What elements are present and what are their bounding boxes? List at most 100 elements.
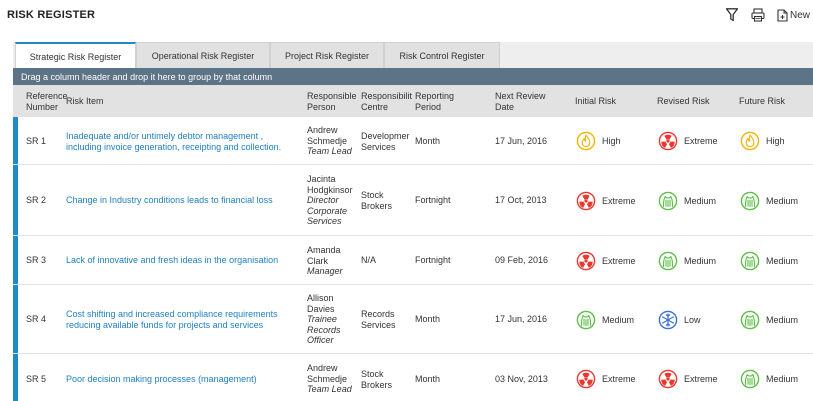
revised-risk: Extreme <box>658 369 718 389</box>
initial-risk-label: Extreme <box>602 256 636 266</box>
revised-risk-label: Low <box>684 315 701 325</box>
centre-line: Services <box>361 141 396 152</box>
risk-level-high-icon <box>740 131 760 151</box>
risk-level-medium-icon <box>576 310 596 330</box>
table-row[interactable]: SR 2 Change in Industry conditions leads … <box>13 165 813 236</box>
header-text: Number <box>26 102 59 112</box>
column-header-responsibility-centre[interactable]: Responsibility Centre <box>361 91 412 113</box>
revised-risk-label: Medium <box>684 196 717 206</box>
person-name-line: Hodgkinsor <box>307 184 353 195</box>
future-risk: Medium <box>740 310 798 330</box>
risk-level-medium-icon <box>740 251 760 271</box>
risk-item-link[interactable]: Lack of innovative and fresh ideas in th… <box>66 255 301 266</box>
risk-level-medium-icon <box>658 251 678 271</box>
column-header-reporting-period[interactable]: Reporting Period <box>415 91 454 113</box>
risk-level-medium-icon <box>740 310 760 330</box>
row-indicator <box>13 117 18 164</box>
revised-risk-label: Extreme <box>684 374 718 384</box>
reference-number: SR 5 <box>26 374 47 384</box>
header-text: Reference <box>26 91 68 101</box>
table-row[interactable]: SR 5 Poor decision making processes (mana… <box>13 354 813 401</box>
responsible-person: Amanda Clark Manager <box>307 245 359 277</box>
centre-line: Records <box>361 309 395 319</box>
new-button-label: New <box>789 9 810 21</box>
future-risk-label: Medium <box>766 256 799 266</box>
column-header-revised-risk[interactable]: Revised Risk <box>657 96 710 106</box>
print-icon[interactable] <box>751 8 765 22</box>
tab-strategic-risk-register[interactable]: Strategic Risk Register <box>15 42 136 69</box>
tab-risk-control-register[interactable]: Risk Control Register <box>384 42 500 68</box>
header-text: Date <box>495 102 515 112</box>
risk-item-link[interactable]: Inadequate and/or untimely debtor manage… <box>66 131 301 152</box>
risk-level-extreme-icon <box>658 369 678 389</box>
column-header-reference[interactable]: Reference Number <box>26 91 68 113</box>
table-row[interactable]: SR 1 Inadequate and/or untimely debtor ma… <box>13 117 813 165</box>
initial-risk-label: Extreme <box>602 196 636 206</box>
column-header-future-risk[interactable]: Future Risk <box>739 96 786 106</box>
tab-operational-risk-register[interactable]: Operational Risk Register <box>136 42 270 68</box>
next-review-date: 17 Jun, 2016 <box>495 136 548 146</box>
responsible-person: Allison Davies Trainee Records Officer <box>307 293 359 346</box>
group-drop-area[interactable]: Drag a column header and drop it here to… <box>13 68 813 85</box>
person-role-line: Manager <box>307 266 343 276</box>
centre-line: Brokers <box>361 200 393 211</box>
risk-item-link[interactable]: Poor decision making processes (manageme… <box>66 374 301 385</box>
risk-level-medium-icon <box>740 191 760 211</box>
initial-risk-label: Medium <box>602 315 635 325</box>
column-header-initial-risk[interactable]: Initial Risk <box>575 96 617 106</box>
centre-line: Developmer <box>361 131 410 141</box>
centre-line: Stock <box>361 369 384 379</box>
row-indicator <box>13 354 18 401</box>
person-role-line: Corporate <box>307 205 348 216</box>
column-header-responsible-person[interactable]: Responsible Person <box>307 91 357 113</box>
risk-item-link[interactable]: Change in Industry conditions leads to f… <box>66 195 301 206</box>
filter-icon[interactable] <box>725 8 739 22</box>
responsibility-centre: Stock Brokers <box>361 190 411 211</box>
responsible-person: Andrew Schmedje Team Lead <box>307 363 359 395</box>
new-button[interactable]: New <box>777 8 810 22</box>
column-header-risk-item[interactable]: Risk Item <box>66 96 104 106</box>
initial-risk: High <box>576 131 621 151</box>
page-title: RISK REGISTER <box>7 9 96 21</box>
person-role-line: Services <box>307 216 342 226</box>
person-name-line: Andrew <box>307 363 338 373</box>
risk-item-line: Cost shifting and increased compliance r… <box>66 309 278 319</box>
title-bar: RISK REGISTER New <box>0 0 813 32</box>
reference-number: SR 4 <box>26 314 47 324</box>
toolbar: New <box>713 8 810 22</box>
next-review-date: 17 Jun, 2016 <box>495 314 548 324</box>
person-role-line: Team Lead <box>307 146 352 156</box>
header-text: Person <box>307 102 336 112</box>
person-role-line: Trainee <box>307 314 337 324</box>
future-risk: Medium <box>740 369 798 389</box>
initial-risk-label: High <box>602 136 621 146</box>
centre-line: Stock <box>361 190 384 200</box>
tab-project-risk-register[interactable]: Project Risk Register <box>270 42 384 68</box>
header-text: Reporting <box>415 91 455 101</box>
responsible-person: Jacinta Hodgkinsor Director Corporate Servic… <box>307 174 359 227</box>
revised-risk-label: Extreme <box>684 136 718 146</box>
column-header-next-review-date[interactable]: Next Review Date <box>495 91 546 113</box>
person-name-line: Schmedje <box>307 373 348 384</box>
revised-risk: Medium <box>658 191 716 211</box>
person-role-line: Director <box>307 195 339 205</box>
responsibility-centre: N/A <box>361 255 411 266</box>
new-document-icon <box>777 8 788 22</box>
responsible-person: Andrew Schmedje Team Lead <box>307 125 359 157</box>
person-name-line: Allison <box>307 293 334 303</box>
row-indicator <box>13 236 18 284</box>
initial-risk: Extreme <box>576 251 636 271</box>
table-row[interactable]: SR 4 Cost shifting and increased complian… <box>13 285 813 354</box>
risk-level-extreme-icon <box>658 131 678 151</box>
row-indicator <box>13 285 18 353</box>
header-text: Responsible <box>307 91 357 101</box>
centre-line: Services <box>361 319 396 330</box>
header-text: Centre <box>361 102 389 112</box>
table-row[interactable]: SR 3 Lack of innovative and fresh ideas i… <box>13 236 813 285</box>
person-name-line: Jacinta <box>307 174 336 184</box>
centre-line: Brokers <box>361 379 393 390</box>
risk-item-link[interactable]: Cost shifting and increased compliance r… <box>66 309 301 330</box>
person-name-line: Clark <box>307 255 329 266</box>
risk-level-extreme-icon <box>576 191 596 211</box>
risk-item-line: Inadequate and/or untimely debtor manage… <box>66 131 264 141</box>
